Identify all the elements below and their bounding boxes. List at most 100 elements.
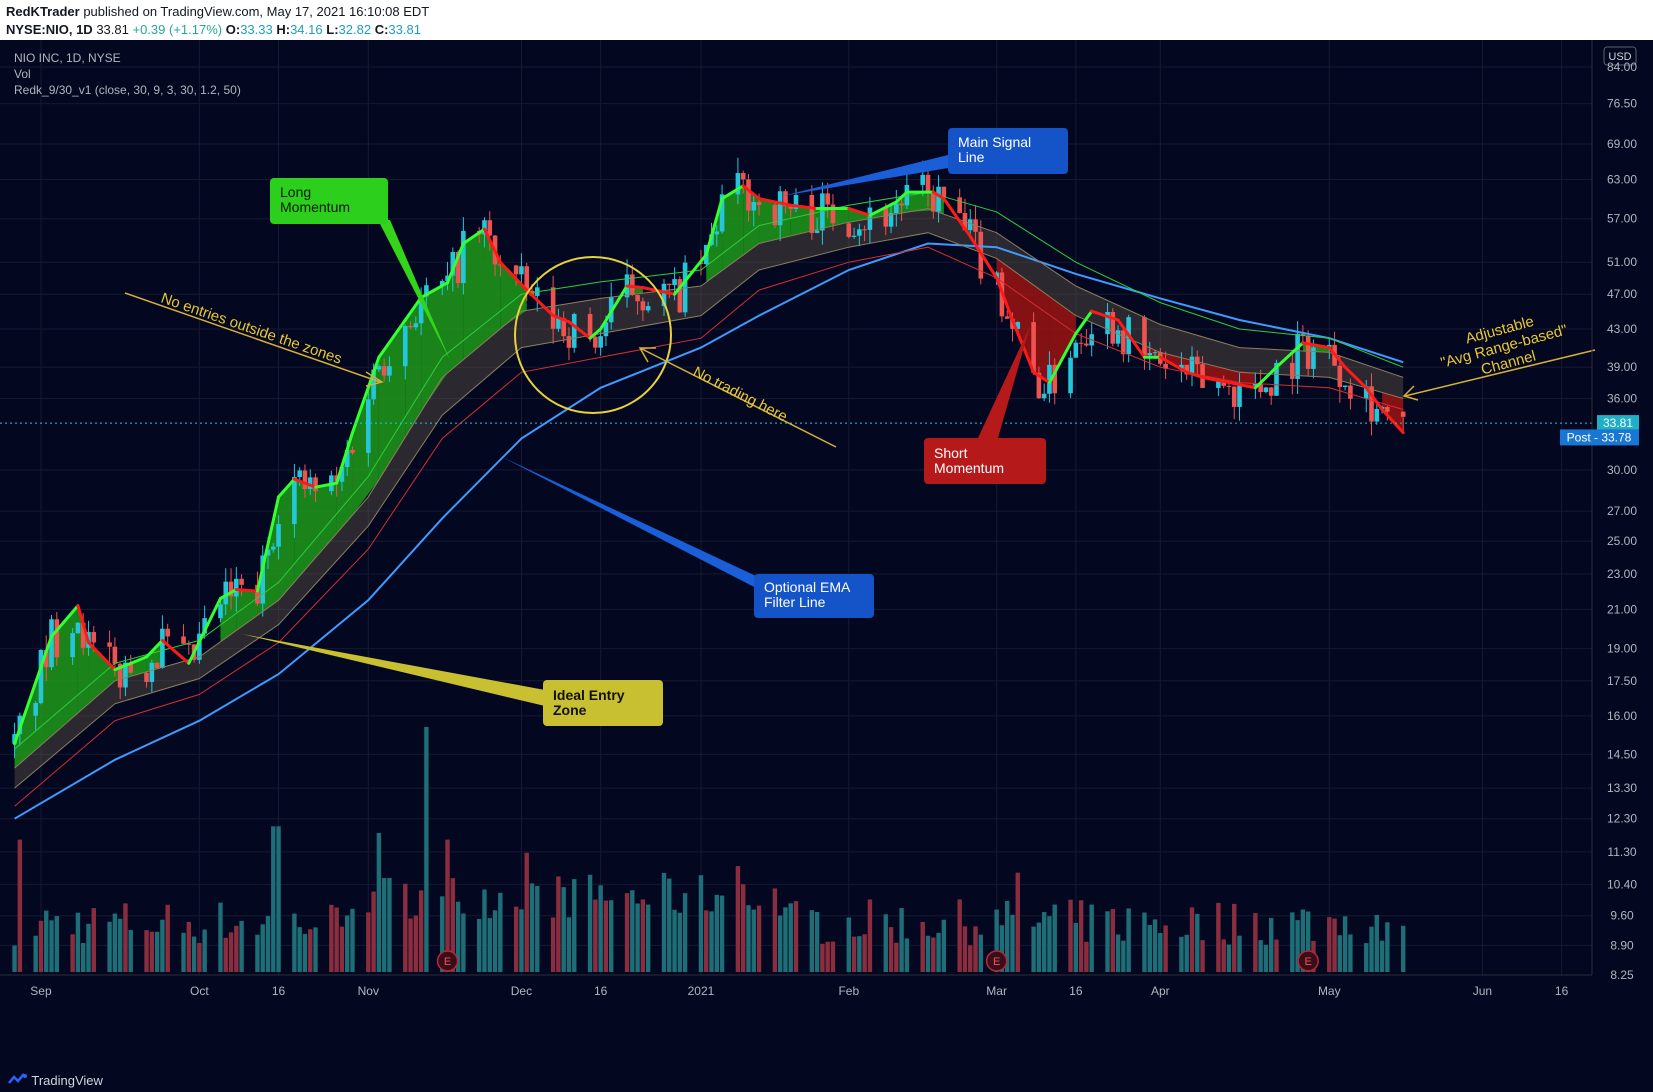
volume-bar	[1216, 902, 1221, 972]
volume-bar	[86, 923, 91, 972]
candle-body	[123, 662, 128, 688]
volume-bar	[704, 910, 709, 972]
y-tick-label: 69.00	[1607, 137, 1637, 151]
candle-body	[930, 192, 936, 212]
candle-body	[117, 663, 123, 688]
main-signal-segment	[1090, 309, 1120, 322]
main-signal-segment	[419, 281, 450, 300]
volume-bar	[630, 890, 635, 972]
price-axis[interactable]: USD 84.00 76.50 69.00 63.00 57.00 51.00 47.00 4…	[1591, 40, 1637, 982]
last-price-tag	[1597, 415, 1639, 432]
candle-body	[49, 619, 54, 668]
main-signal-segment	[741, 184, 761, 201]
main-signal-segment	[1032, 370, 1051, 385]
y-tick-label: 25.00	[1607, 534, 1637, 548]
main-signal-segment	[160, 638, 191, 665]
y-tick-label: 47.00	[1607, 287, 1637, 301]
y-tick-label: 14.50	[1607, 747, 1637, 761]
candle-body	[255, 584, 260, 604]
volume-bar	[1031, 926, 1036, 972]
x-tick-label: May	[1318, 984, 1341, 998]
main-signal-segment	[187, 596, 222, 665]
footer: TradingView	[0, 1070, 1653, 1092]
volume-bar	[1364, 943, 1369, 972]
candle-body	[1290, 362, 1295, 379]
chart-area[interactable]: NIO INC, 1D, NYSE Vol Redk_9/30_v1 (clos…	[0, 40, 1653, 1070]
candle-body	[925, 174, 931, 193]
volume-bar	[925, 935, 931, 972]
volume-bar	[519, 909, 524, 972]
volume-bar	[777, 915, 783, 972]
volume-bar	[260, 924, 265, 972]
candle-body	[746, 179, 751, 211]
y-tick-label: 21.00	[1607, 602, 1637, 616]
main-signal-segment	[1116, 318, 1146, 359]
candle-body	[487, 220, 493, 236]
tradingview-logo[interactable]: TradingView	[8, 1073, 103, 1088]
author-name[interactable]: RedKTrader	[6, 4, 80, 19]
volume-bar	[1036, 922, 1042, 972]
volume-bar	[123, 903, 128, 972]
volume-bar	[1047, 916, 1052, 972]
volume-bar	[418, 890, 424, 972]
volume-bar	[424, 727, 429, 972]
main-signal-segment	[482, 227, 502, 264]
volume-bar	[598, 885, 603, 972]
candle-body	[524, 266, 530, 291]
candle-body	[413, 323, 419, 328]
candle-body	[846, 223, 852, 237]
volume-bar	[329, 904, 334, 972]
brand-label[interactable]: TradingView	[31, 1073, 103, 1088]
long-momentum-fill	[236, 589, 258, 631]
no-trading-circle	[514, 256, 672, 414]
main-signal-segment	[894, 190, 909, 204]
price-chart-svg[interactable]: NIO INC, 1D, NYSE Vol Redk_9/30_v1 (clos…	[0, 40, 1653, 1070]
main-signal-segment	[525, 288, 555, 318]
volume-bar	[814, 911, 820, 972]
main-signal-segment	[86, 640, 117, 672]
volume-bar	[593, 899, 598, 972]
y-tick-label: 8.25	[1610, 968, 1634, 982]
symbol-label[interactable]: NYSE:NIO, 1D	[6, 22, 93, 37]
volume-bar	[292, 913, 297, 972]
candle-body	[630, 274, 635, 295]
candle-body	[640, 301, 646, 311]
volume-bar	[672, 909, 677, 972]
candle-body	[1194, 356, 1200, 365]
volume-bar	[297, 927, 302, 972]
candle-body	[376, 366, 382, 370]
channel-lower-line	[14, 232, 1404, 789]
volume-bar	[1158, 932, 1163, 972]
candle-body	[424, 285, 429, 297]
volume-bar	[144, 930, 149, 972]
volume-bar	[223, 937, 228, 972]
volume-bar	[1300, 909, 1306, 972]
candle-body	[1337, 365, 1343, 388]
volume-bar	[1068, 899, 1073, 972]
volume-bar	[561, 887, 566, 972]
candle-body	[165, 628, 170, 637]
x-tick-label: Mar	[986, 984, 1007, 998]
y-tick-label: 30.00	[1607, 463, 1637, 477]
main-signal-segment	[1327, 346, 1347, 369]
candle-body	[1268, 387, 1274, 396]
candle-body	[1311, 347, 1316, 369]
legend-vol: Vol	[14, 67, 31, 81]
currency-label[interactable]: USD	[1608, 51, 1631, 63]
volume-bar	[719, 895, 725, 972]
volume-bar	[350, 908, 355, 972]
main-signal-segment	[113, 655, 149, 672]
ema-filter-line	[14, 242, 1404, 820]
main-signal-segment	[995, 276, 1014, 322]
volume-bar	[234, 925, 239, 972]
main-signal-segment	[1185, 370, 1205, 379]
volume-bar	[1078, 900, 1084, 972]
candle-body	[418, 296, 424, 324]
short-momentum-fill	[1012, 269, 1034, 373]
volume-bar	[698, 875, 704, 972]
candle-body	[571, 314, 577, 348]
volume-bar	[482, 889, 487, 972]
time-axis[interactable]: Sep Oct 16 Nov Dec 16 2021 Feb Mar 16 Apr May Jun 16	[0, 974, 1592, 998]
candle-body	[967, 219, 973, 231]
volume-bar	[255, 934, 260, 972]
